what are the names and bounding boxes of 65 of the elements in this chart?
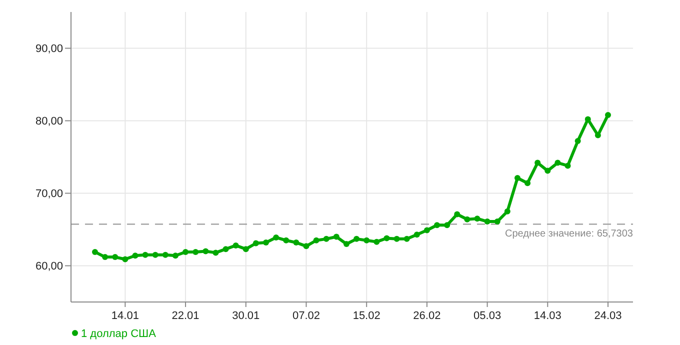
point [303, 243, 310, 250]
point [122, 256, 128, 262]
point [242, 246, 249, 252]
point [424, 227, 430, 234]
point [364, 237, 370, 244]
point [554, 160, 561, 166]
point [92, 248, 98, 255]
legend-label: 1 доллар США [81, 328, 157, 340]
point [343, 241, 350, 247]
x-tick-label: 05.03 [474, 310, 502, 322]
point [232, 242, 239, 248]
x-tick-label: 26.02 [413, 310, 441, 322]
x-tick-label: 30.01 [232, 310, 260, 322]
point [283, 237, 290, 244]
point [464, 216, 470, 222]
x-tick-label: 15.02 [352, 310, 380, 322]
point [202, 248, 209, 254]
point [444, 222, 450, 228]
y-tick-label: 80,00 [35, 115, 63, 128]
point [102, 254, 108, 260]
x-tick-label: 14.01 [111, 310, 139, 322]
point [474, 216, 480, 222]
x-tick-label: 07.02 [292, 310, 320, 322]
point [112, 254, 118, 260]
point [394, 236, 400, 242]
point [162, 252, 168, 258]
point [434, 222, 440, 228]
point [494, 218, 500, 225]
x-tick-label: 22.01 [172, 310, 200, 322]
point [544, 168, 551, 174]
point [384, 235, 390, 242]
point [354, 236, 360, 242]
y-tick-label: 90,00 [35, 42, 63, 55]
point [212, 250, 219, 256]
point [222, 246, 229, 252]
point [414, 232, 420, 238]
y-tick-label: 60,00 [35, 260, 63, 272]
point [273, 234, 280, 240]
point [504, 208, 510, 214]
point [313, 237, 320, 244]
point [594, 132, 601, 138]
point [514, 175, 520, 182]
point [404, 236, 410, 242]
point [454, 211, 460, 218]
point [323, 236, 330, 242]
point [252, 240, 259, 246]
ref-line-label: Среднее значение: 65,7303 [505, 228, 634, 240]
point [534, 160, 541, 166]
point [484, 218, 490, 225]
point [142, 252, 148, 258]
y-tick-label: 70,00 [35, 188, 63, 200]
point [293, 240, 300, 246]
point [564, 162, 571, 169]
x-tick-label: 14.03 [534, 310, 562, 322]
point [152, 252, 158, 258]
point [524, 180, 531, 186]
point [263, 240, 269, 246]
point [574, 138, 581, 144]
point [605, 112, 611, 118]
point [172, 252, 178, 259]
point [333, 234, 340, 240]
point [374, 238, 380, 245]
point [132, 252, 138, 259]
point [192, 248, 199, 255]
x-tick-label: 24.03 [594, 310, 622, 322]
